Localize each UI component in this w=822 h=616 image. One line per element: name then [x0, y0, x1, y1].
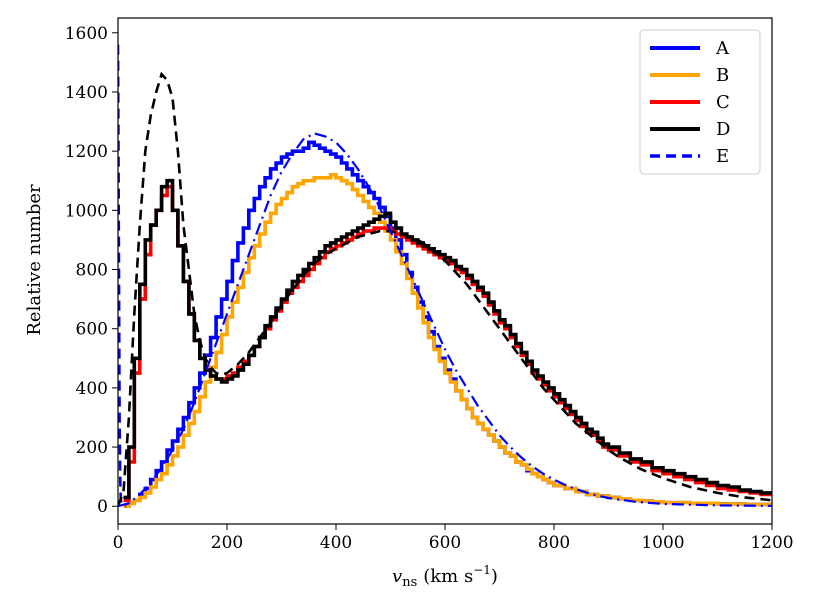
series-b-line [123, 173, 772, 508]
legend-label-a: A [715, 38, 730, 59]
y-tick-label: 600 [76, 320, 108, 340]
series-d-line [123, 178, 772, 500]
x-axis-label: vns (km s−1) [392, 563, 498, 590]
x-tick-label: 600 [429, 533, 461, 553]
y-tick-label: 1600 [65, 24, 108, 44]
y-axis-label: Relative number [24, 184, 45, 336]
series-a-line [123, 140, 772, 508]
series-fit-line-6 [118, 132, 772, 508]
x-tick-label: 200 [211, 533, 243, 553]
x-tick-label: 400 [320, 533, 352, 553]
legend-label-d: D [716, 119, 730, 140]
y-axis: 0 200 400 600 800 1000 1200 1400 1600 [65, 24, 118, 517]
y-tick-label: 400 [76, 379, 108, 399]
y-tick-label: 1000 [65, 201, 108, 221]
y-tick-label: 0 [97, 497, 108, 517]
x-axis: 0 200 400 600 800 1000 1200 [113, 524, 794, 553]
y-tick-label: 1200 [65, 142, 108, 162]
legend-label-e: E [716, 146, 729, 167]
series-e-line [118, 44, 127, 508]
y-tick-label: 200 [76, 438, 108, 458]
x-tick-label: 1000 [641, 533, 684, 553]
series-fit-line-5 [118, 71, 772, 507]
series-layer [118, 44, 772, 508]
legend-label-b: B [716, 65, 729, 86]
y-tick-label: 800 [76, 261, 108, 281]
x-tick-label: 1200 [750, 533, 793, 553]
x-tick-label: 800 [538, 533, 570, 553]
legend-label-c: C [716, 92, 730, 113]
x-tick-label: 0 [113, 533, 124, 553]
y-tick-label: 1400 [65, 83, 108, 103]
